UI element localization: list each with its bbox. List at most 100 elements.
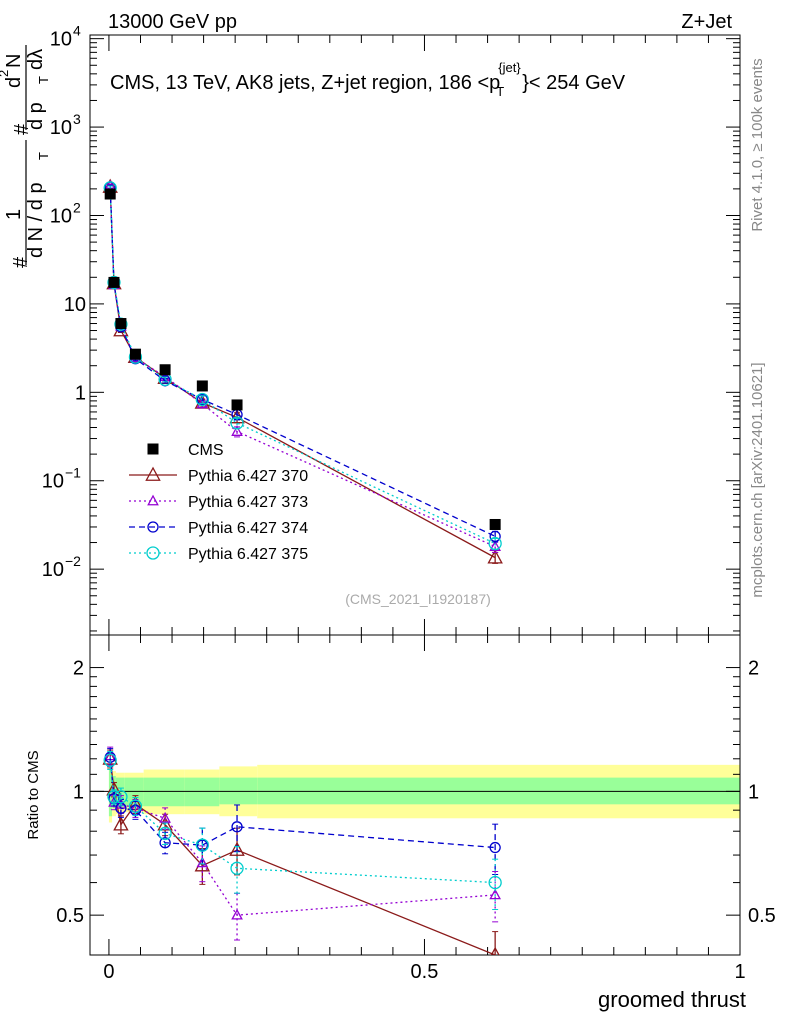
ylabel-d: d	[3, 77, 25, 88]
data-point	[129, 348, 141, 360]
y-tick-exponent: 2	[73, 199, 81, 215]
legend-entry: Pythia 6.427 375	[129, 546, 308, 563]
legend-marker	[147, 443, 159, 455]
data-point	[229, 841, 245, 856]
ylabel-t-sub-2: T	[36, 76, 51, 84]
legend-entry: Pythia 6.427 370	[129, 466, 308, 485]
ratio-plot-frame	[89, 634, 741, 956]
band-inner-segment	[143, 777, 185, 807]
legend-marker	[147, 521, 159, 533]
ylabel-d-lambda: dλ	[25, 49, 47, 70]
ylabel-n: N	[3, 54, 25, 68]
series-cms	[104, 188, 501, 530]
x-tick-label: 1	[734, 961, 745, 983]
header-process-label: Z+Jet	[681, 11, 732, 33]
data-point	[113, 816, 129, 831]
y-tick-label: 10	[64, 294, 86, 316]
legend-label: Pythia 6.427 373	[188, 494, 308, 511]
data-point	[231, 908, 243, 920]
legend-marker	[145, 466, 161, 481]
data-point	[196, 856, 209, 868]
data-point	[489, 530, 501, 542]
y-tick-label: 10	[50, 117, 72, 139]
y-tick-label: 1	[75, 382, 86, 404]
data-point	[159, 837, 171, 849]
title-prefix: CMS, 13 TeV, AK8 jets, Z+jet region, 186…	[110, 72, 500, 94]
legend-label: CMS	[188, 442, 224, 459]
data-point	[196, 380, 208, 392]
main-plot-title: CMS, 13 TeV, AK8 jets, Z+jet region, 186…	[110, 60, 626, 99]
legend-marker	[147, 494, 159, 506]
x-tick-label: 0.5	[411, 961, 439, 983]
series-line	[109, 186, 496, 537]
data-point	[196, 393, 208, 406]
title-subscript: T	[496, 84, 504, 99]
data-point	[195, 838, 209, 852]
data-point	[159, 811, 171, 823]
data-point	[231, 821, 243, 833]
ratio-y-tick-label: 2	[73, 658, 84, 680]
main-data-layer	[102, 178, 503, 564]
svg-text:CMS, 13 TeV, AK8 jets, Z+jet r: CMS, 13 TeV, AK8 jets, Z+jet region, 186…	[110, 72, 500, 94]
band-inner-segment	[115, 777, 125, 807]
ratio-y-tick-label-right: 2	[748, 658, 759, 680]
series-line	[109, 755, 496, 916]
ratio-y-tick-label: 0.5	[56, 905, 84, 927]
data-point	[103, 753, 117, 767]
title-suffix: }< 254 GeV	[522, 72, 626, 94]
data-point	[196, 839, 208, 851]
data-point	[489, 888, 501, 900]
band-inner-segment	[184, 777, 220, 807]
y-tick-label: 10	[50, 29, 72, 51]
band-inner-segment	[124, 777, 144, 807]
ratio-axis-ticks: 0 0.5 1 0.5 0.5 1 1 2 2	[56, 635, 776, 983]
mcplots-label: mcplots.cern.ch [arXiv:2401.10621]	[749, 362, 766, 597]
legend-label: Pythia 6.427 374	[188, 520, 308, 537]
y-tick-exponent: 4	[73, 23, 81, 39]
data-point	[159, 364, 171, 376]
ratio-data-layer	[102, 746, 502, 955]
data-point	[489, 518, 501, 530]
y-tick-label: 10	[42, 559, 64, 581]
data-point	[115, 318, 127, 330]
y-tick-label: 10	[42, 471, 64, 493]
data-point	[489, 540, 501, 551]
data-point	[488, 875, 502, 890]
data-point	[114, 790, 128, 804]
legend-marker	[146, 546, 160, 560]
x-axis-label: groomed thrust	[598, 987, 746, 1012]
ratio-y-tick-label-right: 0.5	[748, 905, 776, 927]
band-inner-segment	[108, 769, 113, 817]
data-point	[195, 392, 209, 407]
ratio-y-axis-label: Ratio to CMS	[25, 750, 42, 839]
data-point	[158, 826, 172, 841]
ylabel-one: 1	[3, 209, 25, 220]
series-pythia-6-427-374	[104, 181, 501, 543]
data-point	[107, 790, 121, 804]
series-line	[109, 760, 496, 884]
legend-entry: Pythia 6.427 374	[129, 520, 308, 537]
series-pythia-6-427-375	[103, 751, 502, 911]
ylabel-t-sub-1: T	[36, 152, 51, 160]
y-tick-exponent: −1	[65, 465, 81, 481]
header-energy-label: 13000 GeV pp	[108, 11, 237, 33]
y-tick-exponent: −2	[65, 553, 81, 569]
data-point	[230, 861, 244, 875]
data-point	[108, 276, 120, 288]
data-point	[488, 536, 502, 551]
main-plot-frame	[89, 34, 741, 636]
data-point	[489, 841, 501, 854]
data-point	[230, 416, 244, 430]
series-line	[109, 187, 496, 545]
ylabel-dn-dpt: d N / d p	[25, 182, 47, 258]
ratio-y-tick-label: 1	[73, 781, 84, 803]
legend-entry: Pythia 6.427 373	[129, 494, 308, 511]
legend: CMS Pythia 6.427 370 Pythia 6.427 373 Pythi…	[129, 442, 308, 563]
title-superscript: {jet}	[498, 60, 521, 75]
ylabel-d-pt: d p	[25, 102, 47, 130]
x-tick-label: 0	[103, 961, 114, 983]
legend-entry: CMS	[147, 442, 224, 459]
legend-label: Pythia 6.427 375	[188, 546, 308, 563]
